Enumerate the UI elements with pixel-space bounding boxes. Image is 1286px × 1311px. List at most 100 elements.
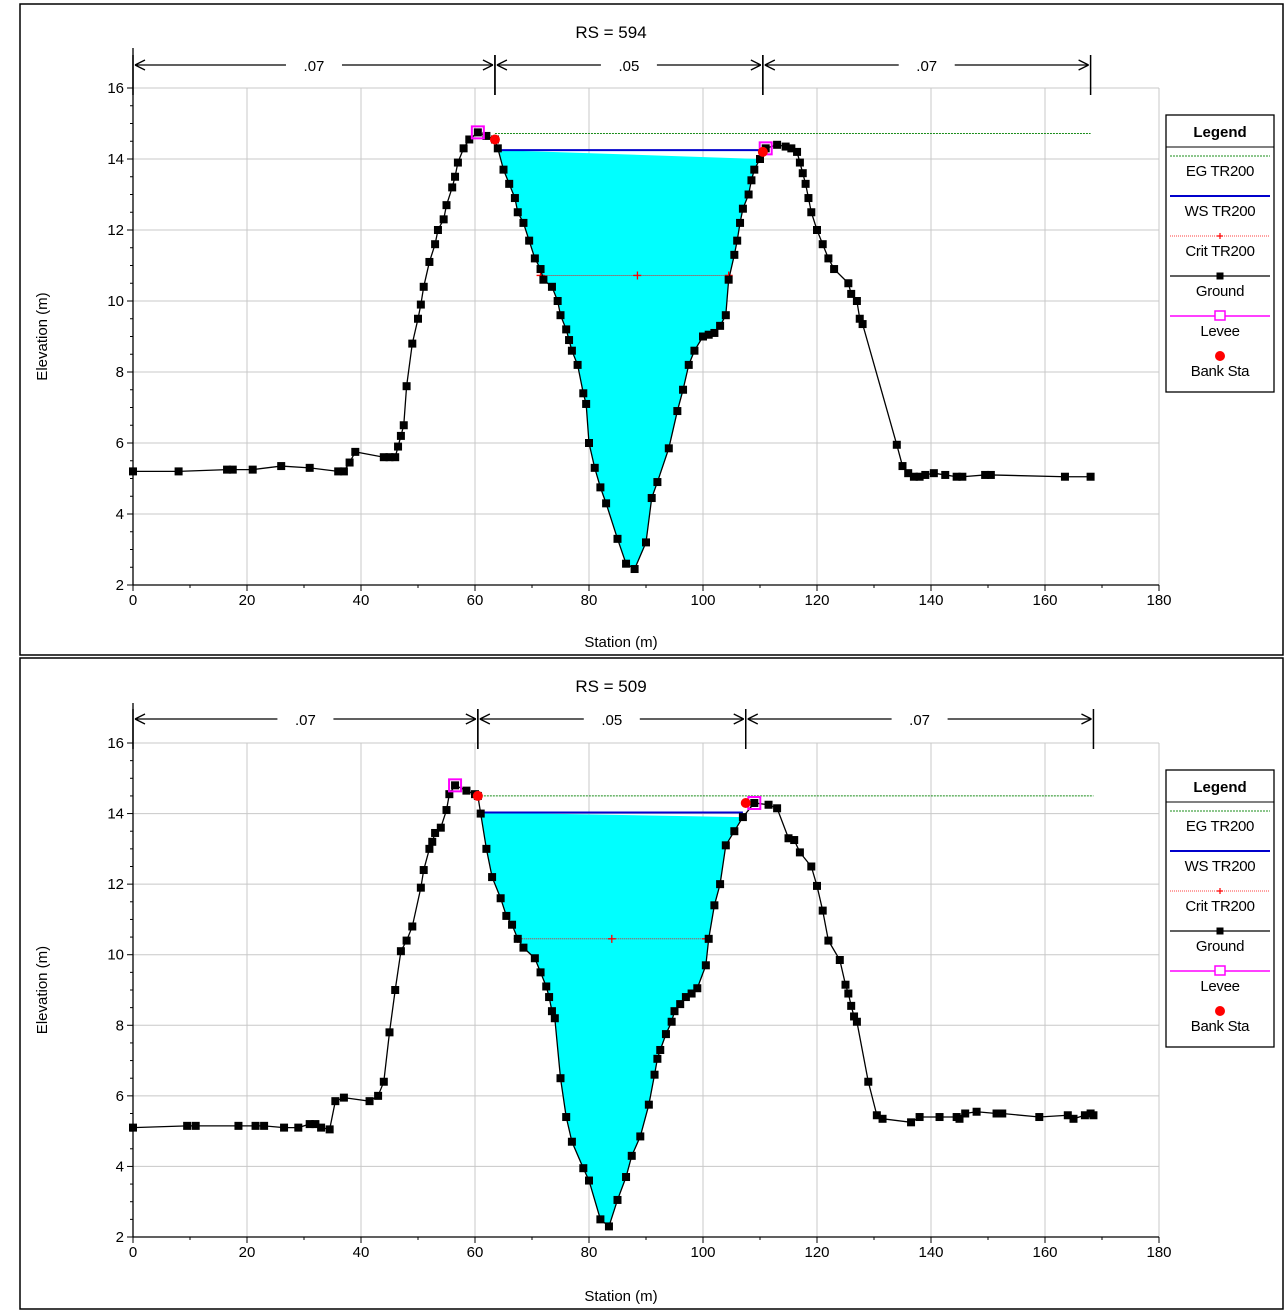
ground-point — [813, 881, 821, 890]
ground-point — [824, 254, 833, 263]
ground-point — [502, 911, 511, 920]
chart-title: RS = 594 — [575, 23, 646, 42]
legend-levee-marker — [1214, 965, 1226, 976]
mannings-arrowhead — [1081, 713, 1092, 725]
water-fill — [498, 150, 765, 570]
ground-point — [941, 470, 950, 479]
x-tick-label: 20 — [239, 1244, 256, 1261]
mannings-n-label: .07 — [295, 712, 316, 729]
ground-point — [855, 314, 864, 323]
ground-point — [673, 407, 682, 416]
ground-point — [622, 559, 631, 568]
y-tick-label: 2 — [116, 577, 124, 594]
x-tick-label: 60 — [467, 592, 484, 609]
ground-point — [730, 250, 739, 259]
ground-point — [750, 798, 759, 807]
ground-point — [684, 360, 693, 369]
ground-point — [676, 1000, 685, 1009]
ground-point — [784, 834, 793, 843]
ground-point — [391, 986, 400, 994]
mannings-arrowhead — [764, 59, 776, 71]
ground-point — [565, 336, 574, 345]
ground-point — [573, 360, 582, 369]
ground-point — [807, 208, 816, 217]
x-tick-label: 160 — [1032, 1244, 1057, 1261]
ground-point — [510, 194, 519, 203]
y-tick-label: 10 — [107, 947, 124, 964]
ground-point — [1080, 1111, 1089, 1120]
ground-point — [738, 813, 747, 822]
y-tick-label: 14 — [107, 151, 124, 168]
ground-point — [952, 472, 961, 481]
ground-point — [690, 346, 699, 355]
ground-point — [744, 190, 753, 199]
ground-point — [394, 442, 403, 451]
y-axis-label: Elevation (m) — [34, 946, 51, 1034]
ground-point — [972, 1107, 981, 1116]
legend-item-label: Crit TR200 — [1185, 243, 1254, 260]
mannings-arrowhead — [750, 59, 762, 71]
ground-point — [519, 943, 528, 952]
legend-crit-marker — [1217, 233, 1223, 239]
ground-point — [892, 440, 901, 449]
ground-point — [824, 936, 833, 945]
ground-point — [374, 1091, 383, 1100]
ground-point — [793, 147, 802, 156]
legend-box — [1165, 114, 1275, 393]
ground-point — [459, 144, 468, 153]
ground-point — [716, 880, 725, 889]
ground-point — [425, 257, 434, 266]
ground-point — [644, 1100, 653, 1109]
ground-point — [613, 1195, 622, 1204]
ground-point — [416, 883, 425, 892]
legend-ground-marker — [1216, 927, 1224, 935]
panel-frame — [19, 657, 1284, 1310]
ground-point — [408, 922, 417, 931]
ground-point — [787, 144, 796, 153]
ground-point — [530, 954, 539, 963]
ground-point — [385, 453, 394, 462]
ground-point — [251, 1121, 260, 1130]
ground-point — [801, 179, 810, 188]
ground-point — [781, 142, 790, 151]
ground-point — [961, 1109, 970, 1118]
x-axis-label: Station (m) — [584, 634, 657, 651]
ground-point — [656, 1045, 665, 1054]
ground-point — [847, 1001, 856, 1010]
mannings-arrowhead — [482, 59, 494, 71]
ground-point — [260, 1121, 269, 1130]
ground-point — [590, 463, 599, 472]
ground-point — [907, 1118, 916, 1127]
bank-station-marker — [740, 797, 751, 808]
ground-point — [550, 1014, 559, 1023]
ground-point — [992, 1109, 1001, 1118]
ground-point — [183, 1121, 192, 1130]
mannings-arrowhead — [1078, 59, 1089, 71]
bank-station-marker — [489, 134, 500, 145]
x-tick-label: 100 — [690, 592, 715, 609]
ground-point — [935, 1113, 944, 1122]
ground-point — [451, 172, 460, 181]
ground-point — [604, 1222, 613, 1231]
y-tick-label: 12 — [107, 222, 124, 239]
ground-point — [807, 862, 816, 871]
ground-point — [488, 873, 497, 882]
y-tick-label: 2 — [116, 1229, 124, 1246]
ground-point — [636, 1132, 645, 1141]
ground-point — [667, 1017, 676, 1026]
ground-point — [795, 848, 804, 857]
ground-point — [519, 218, 528, 227]
ground-point — [630, 565, 639, 574]
ground-point — [228, 465, 237, 474]
x-tick-label: 40 — [353, 592, 370, 609]
ground-point — [425, 844, 434, 853]
legend: Legend EG TR200 WS TR200 Crit TR200 Ground Le… — [1165, 114, 1275, 393]
ground-point — [385, 1028, 394, 1037]
ground-point — [750, 165, 759, 174]
legend-title: Legend — [1193, 124, 1246, 141]
ground-point — [408, 339, 417, 348]
ground-point — [773, 804, 782, 813]
legend-title: Legend — [1193, 779, 1246, 796]
ground-point — [379, 453, 388, 462]
